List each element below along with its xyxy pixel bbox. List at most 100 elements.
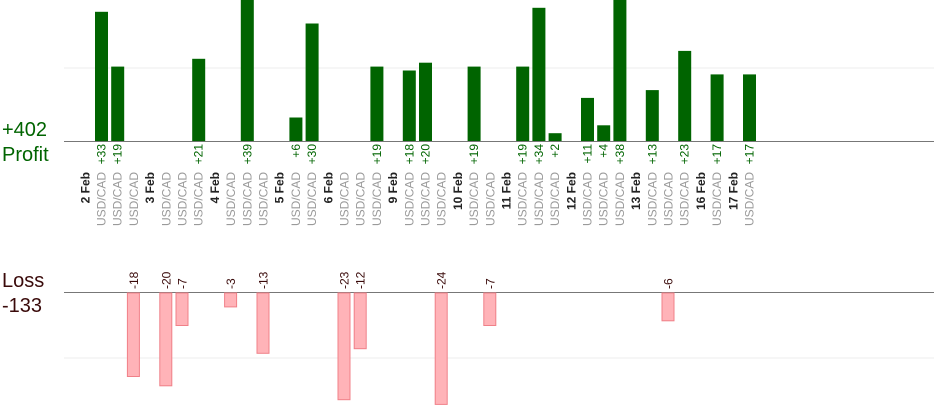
pair-label: USD/CAD [516, 172, 530, 226]
profit-bar [419, 62, 432, 142]
loss-label: Loss [2, 270, 45, 292]
profit-bar [467, 66, 481, 141]
loss-value-label: -12 [354, 271, 368, 289]
loss-value-label: -23 [338, 271, 352, 289]
pair-label: USD/CAD [743, 172, 757, 226]
pair-label: USD/CAD [483, 172, 497, 226]
date-label: 3 Feb [143, 172, 157, 203]
pair-label: USD/CAD [176, 172, 190, 226]
profit-value-label: +19 [516, 144, 530, 165]
pair-label: USD/CAD [678, 172, 692, 226]
profit-value-label: +19 [111, 144, 125, 165]
profit-bar [95, 11, 108, 142]
profit-value-label: +4 [597, 144, 611, 158]
loss-bar [337, 292, 351, 401]
pair-label: USD/CAD [289, 172, 303, 226]
loss-value-label: -7 [176, 278, 190, 289]
pair-label: USD/CAD [240, 172, 254, 226]
loss-total: -133 [2, 295, 43, 317]
pair-label: USD/CAD [95, 172, 109, 226]
loss-value-label: -18 [127, 271, 141, 289]
profit-bar [192, 58, 206, 142]
profit-bar [597, 125, 611, 141]
pair-label: USD/CAD [467, 172, 481, 226]
profit-bar [743, 74, 756, 141]
loss-value-label: -13 [257, 271, 271, 289]
profit-value-label: +2 [548, 144, 562, 158]
profit-bar [289, 117, 303, 141]
profit-bar [516, 66, 530, 141]
pair-label: USD/CAD [613, 172, 627, 226]
profit-value-label: +20 [419, 144, 433, 165]
profit-bar [402, 70, 416, 141]
pair-label: USD/CAD [710, 172, 724, 226]
pair-label: USD/CAD [192, 172, 206, 226]
profit-value-label: +19 [370, 144, 384, 165]
profit-bar [548, 133, 562, 141]
date-label: 13 Feb [629, 172, 643, 210]
date-label: 4 Feb [208, 172, 222, 203]
loss-value-label: -24 [435, 271, 449, 289]
profit-value-label: +33 [95, 144, 109, 165]
profit-value-label: +11 [581, 144, 595, 164]
pair-label: USD/CAD [435, 172, 449, 226]
profit-bar [613, 0, 627, 141]
loss-value-label: -7 [483, 278, 497, 289]
profit-value-label: +17 [743, 144, 757, 165]
pair-label: USD/CAD [419, 172, 433, 226]
profit-bar [305, 23, 319, 141]
pair-label: USD/CAD [111, 172, 125, 226]
profit-value-label: +21 [192, 144, 206, 165]
pair-label: USD/CAD [127, 172, 141, 226]
pair-label: USD/CAD [354, 172, 368, 226]
pair-label: USD/CAD [532, 172, 546, 226]
pair-label: USD/CAD [224, 172, 238, 226]
profit-bar [532, 7, 546, 141]
pair-label: USD/CAD [305, 172, 319, 226]
loss-bar [661, 292, 675, 322]
pair-label: USD/CAD [597, 172, 611, 226]
profit-bar [710, 74, 724, 141]
profit-value-label: +6 [289, 144, 303, 158]
date-label: 17 Feb [726, 172, 740, 210]
pair-label: USD/CAD [159, 172, 173, 226]
date-label: 6 Feb [321, 172, 335, 203]
loss-bar [434, 292, 448, 405]
loss-bar [175, 292, 189, 326]
pair-label: USD/CAD [402, 172, 416, 226]
loss-value-label: -3 [224, 278, 238, 289]
pair-label: USD/CAD [548, 172, 562, 226]
profit-value-label: +34 [532, 144, 546, 165]
pair-label: USD/CAD [645, 172, 659, 226]
pair-label: USD/CAD [257, 172, 271, 226]
profit-value-label: +30 [305, 144, 319, 165]
profit-value-label: +13 [645, 144, 659, 165]
date-label: 5 Feb [273, 172, 287, 203]
loss-value-label: -20 [159, 271, 173, 289]
pair-label: USD/CAD [370, 172, 384, 226]
pair-label: USD/CAD [662, 172, 676, 226]
date-label: 12 Feb [564, 172, 578, 210]
profit-value-label: +23 [678, 144, 692, 165]
pair-label: USD/CAD [338, 172, 352, 226]
profit-bar [645, 90, 659, 141]
date-label: 10 Feb [451, 172, 465, 210]
profit-value-label: +18 [402, 144, 416, 165]
date-label: 11 Feb [500, 172, 514, 209]
loss-bar [159, 292, 173, 387]
loss-bar [483, 292, 497, 326]
loss-bar [353, 292, 367, 350]
profit-value-label: +38 [613, 144, 627, 165]
profit-bar [240, 0, 254, 141]
pair-label: USD/CAD [581, 172, 595, 226]
profit-value-label: +19 [467, 144, 481, 165]
profit-value-label: +17 [710, 144, 724, 165]
date-label: 16 Feb [694, 172, 708, 210]
loss-bar [126, 292, 140, 377]
profit-bar [678, 50, 692, 141]
profit-total: +402 [2, 119, 48, 141]
date-label: 9 Feb [386, 172, 400, 203]
loss-value-label: -6 [662, 278, 676, 289]
